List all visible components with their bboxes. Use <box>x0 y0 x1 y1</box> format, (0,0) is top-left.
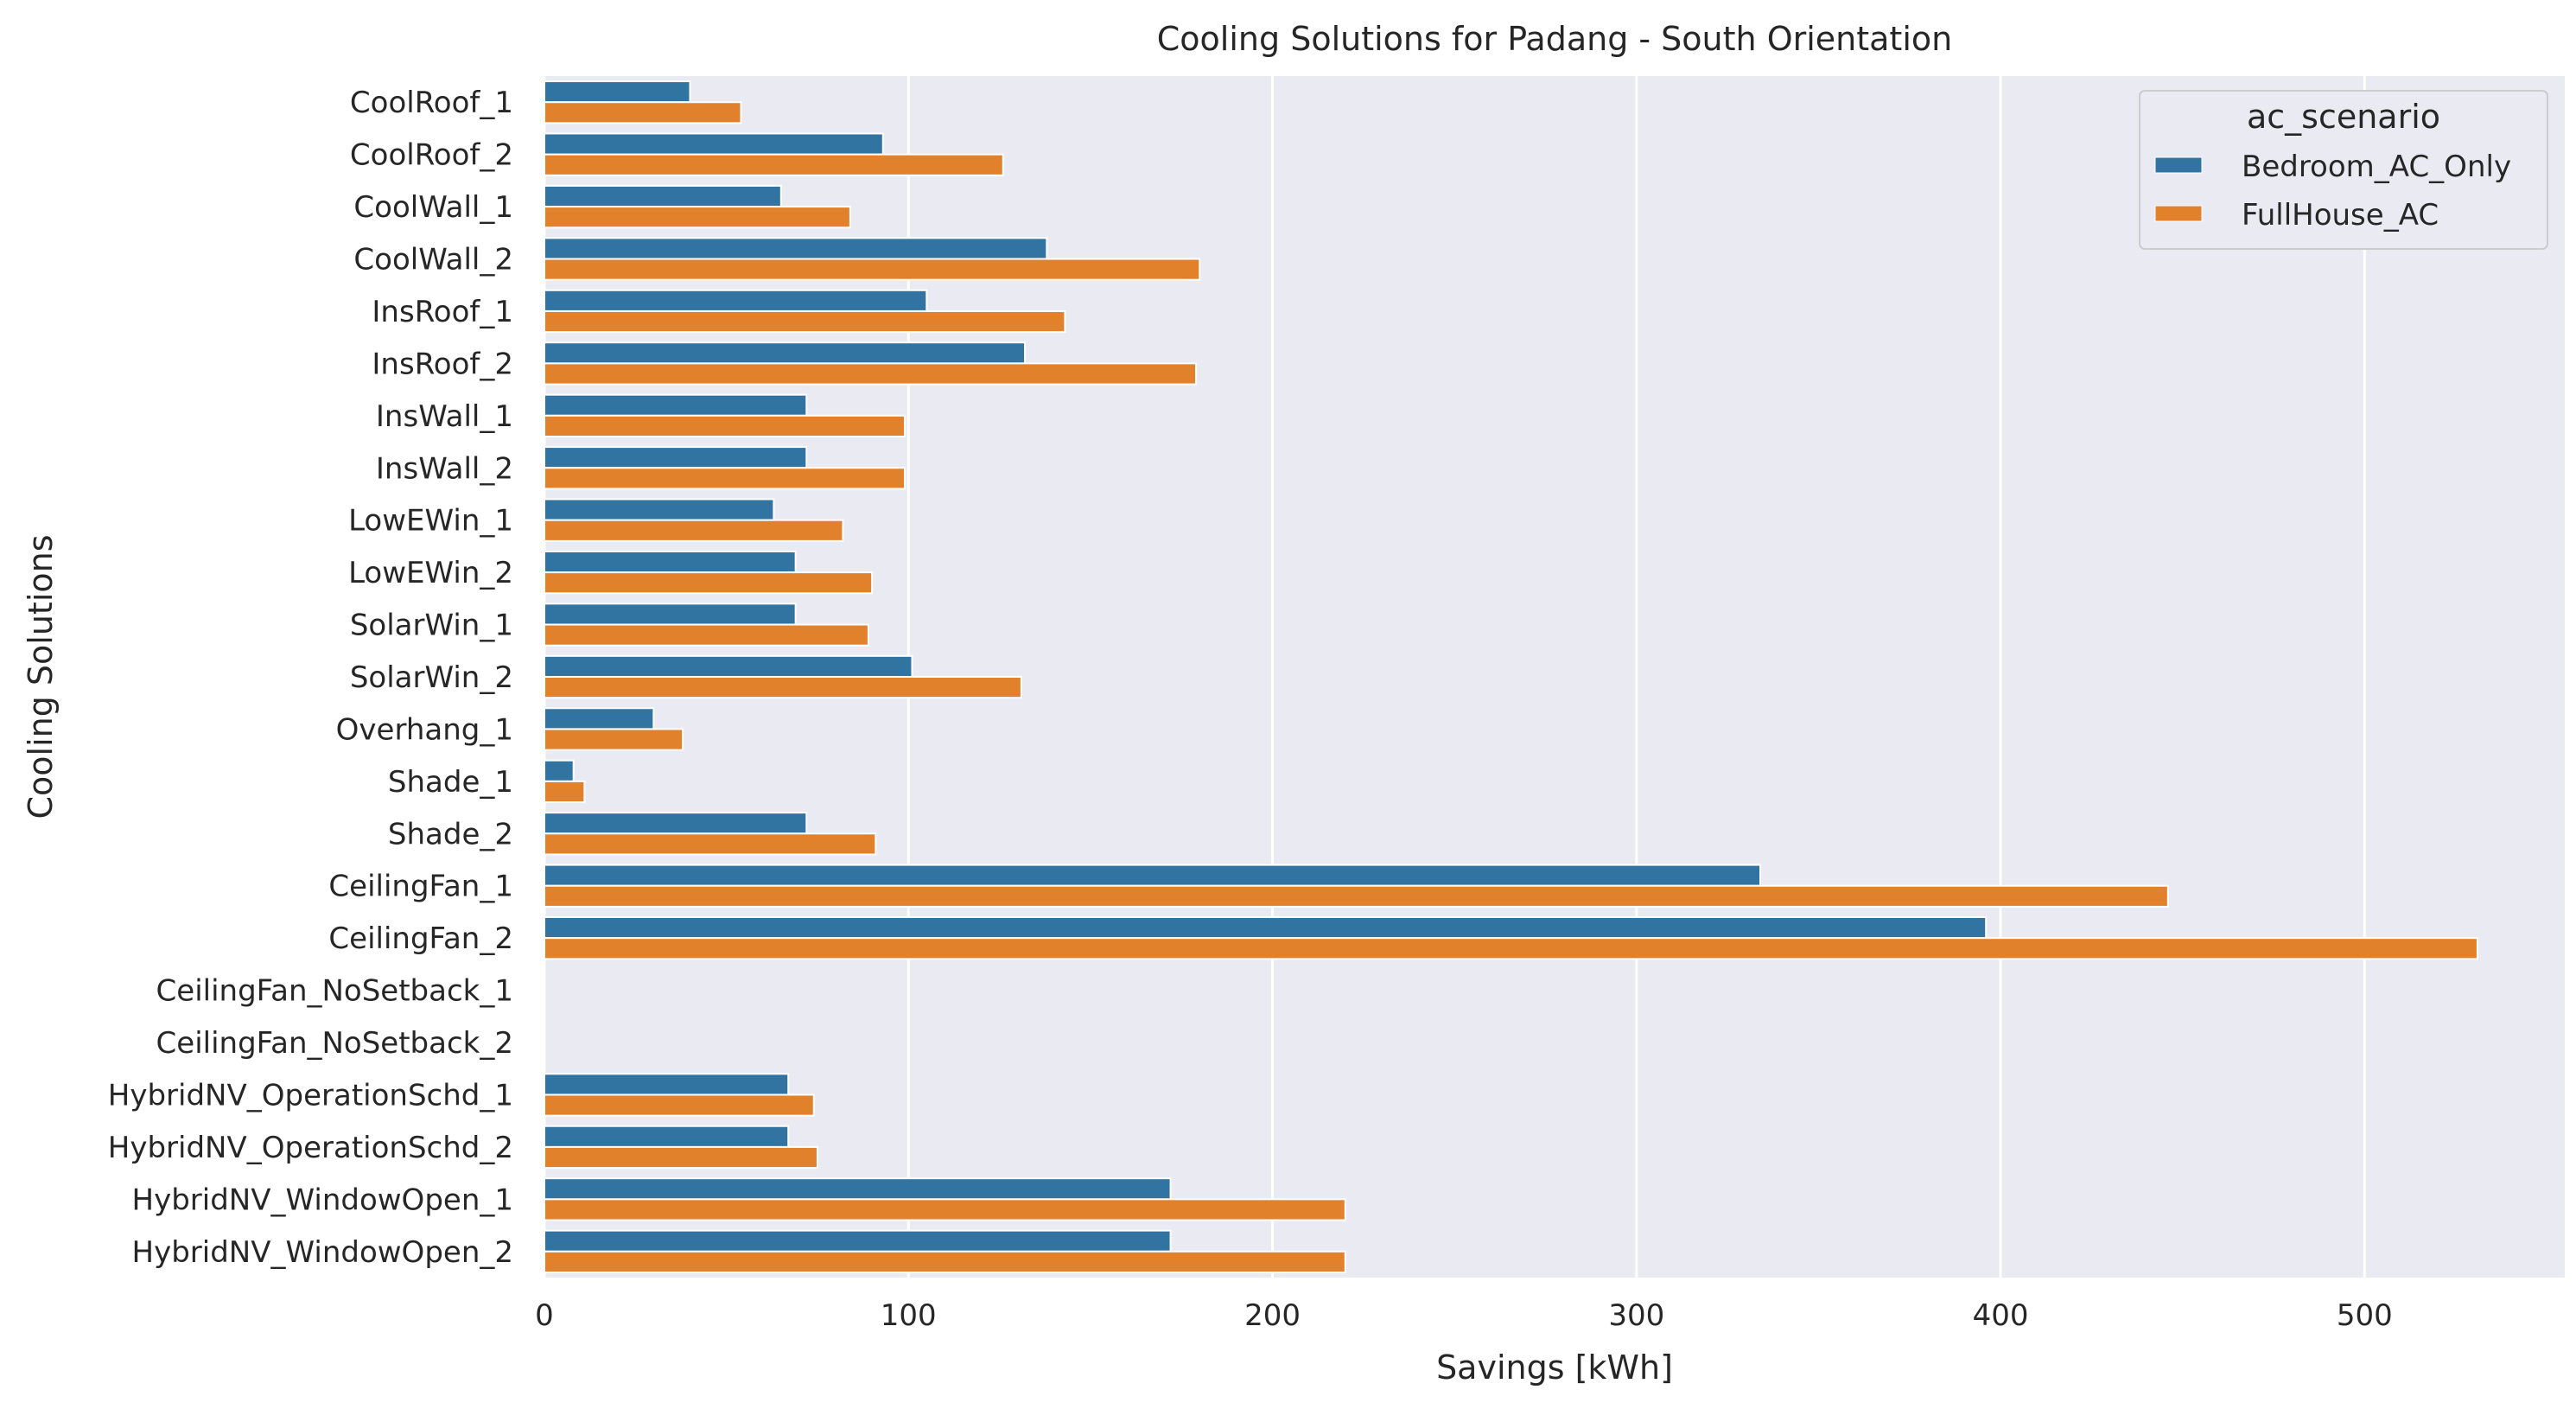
bar-fullhouse-ac <box>544 676 1022 699</box>
x-tick-label: 100 <box>881 1298 937 1333</box>
y-category-label: CoolWall_2 <box>353 243 513 277</box>
bar-bedroom-ac-only <box>544 812 808 835</box>
bars <box>544 80 2478 1273</box>
bar-bedroom-ac-only <box>544 707 655 730</box>
y-category-labels: CoolRoof_1 CoolRoof_2 CoolWall_1 CoolWall_2… <box>108 86 513 1270</box>
chart-title: Cooling Solutions for Padang - South Ori… <box>1157 20 1952 58</box>
bar-fullhouse-ac <box>544 362 1198 386</box>
bar-fullhouse-ac <box>544 571 874 595</box>
bar-bedroom-ac-only <box>544 654 913 679</box>
bar-fullhouse-ac <box>544 1198 1346 1221</box>
legend-label-bedroom-ac-only: Bedroom_AC_Only <box>2242 150 2511 184</box>
y-category-label: CoolRoof_1 <box>350 86 513 120</box>
y-category-label: HybridNV_WindowOpen_1 <box>132 1183 513 1217</box>
y-category-label: Shade_2 <box>388 817 513 851</box>
bar-bedroom-ac-only <box>544 864 1762 887</box>
bar-fullhouse-ac <box>544 884 2169 908</box>
bar-bedroom-ac-only <box>544 498 775 521</box>
bar-bedroom-ac-only <box>544 1125 790 1148</box>
y-category-label: CeilingFan_NoSetback_2 <box>156 1026 513 1061</box>
y-category-label: InsWall_1 <box>376 399 513 434</box>
bar-fullhouse-ac <box>544 832 877 856</box>
bar-fullhouse-ac <box>544 519 844 542</box>
bar-fullhouse-ac <box>544 780 586 804</box>
y-category-label: HybridNV_OperationSchd_2 <box>108 1131 513 1165</box>
bar-bedroom-ac-only <box>544 1177 1172 1201</box>
bar-bedroom-ac-only <box>544 550 797 574</box>
x-tick-label: 500 <box>2337 1298 2393 1333</box>
y-category-label: SolarWin_1 <box>350 609 513 643</box>
y-category-label: LowEWin_2 <box>348 556 513 590</box>
bar-bedroom-ac-only <box>544 1073 790 1096</box>
y-category-label: SolarWin_2 <box>350 660 513 695</box>
y-category-label: InsRoof_2 <box>372 347 513 381</box>
x-axis-label: Savings [kWh] <box>1436 1348 1673 1387</box>
bar-fullhouse-ac <box>544 728 684 751</box>
bar-fullhouse-ac <box>544 153 1004 176</box>
bar-bedroom-ac-only <box>544 393 808 417</box>
y-category-label: LowEWin_1 <box>348 504 513 539</box>
bar-bedroom-ac-only <box>544 446 808 469</box>
legend-swatch-bedroom-ac-only <box>2154 156 2203 174</box>
x-tick-label: 400 <box>1973 1298 2029 1333</box>
x-tick-labels: 0 100 200 300 400 500 <box>535 1298 2393 1333</box>
bar-bedroom-ac-only <box>544 602 797 626</box>
y-category-label: HybridNV_OperationSchd_1 <box>108 1078 513 1113</box>
y-category-label: CoolRoof_2 <box>350 138 513 173</box>
y-category-label: InsRoof_1 <box>372 295 513 329</box>
bar-bedroom-ac-only <box>544 132 884 156</box>
bar-fullhouse-ac <box>544 258 1201 281</box>
x-tick-label: 200 <box>1244 1298 1301 1333</box>
y-category-label: HybridNV_WindowOpen_2 <box>132 1235 513 1270</box>
bar-bedroom-ac-only <box>544 759 575 782</box>
bar-fullhouse-ac <box>544 1250 1346 1273</box>
bar-fullhouse-ac <box>544 206 851 229</box>
bar-fullhouse-ac <box>544 1093 815 1117</box>
bar-fullhouse-ac <box>544 414 906 437</box>
legend-box <box>2139 90 2548 250</box>
bar-fullhouse-ac <box>544 467 906 490</box>
bar-fullhouse-ac <box>544 309 1066 334</box>
legend-title: ac_scenario <box>2247 98 2440 136</box>
y-category-label: CeilingFan_2 <box>328 921 513 956</box>
bar-fullhouse-ac <box>544 1145 818 1170</box>
bar-bedroom-ac-only <box>544 916 1988 940</box>
bar-bedroom-ac-only <box>544 289 928 312</box>
bar-bedroom-ac-only <box>544 1229 1172 1253</box>
bar-bedroom-ac-only <box>544 237 1048 260</box>
y-category-label: InsWall_2 <box>376 451 513 486</box>
bar-bedroom-ac-only <box>544 184 782 208</box>
legend-swatch-fullhouse-ac <box>2154 205 2203 222</box>
y-category-label: CoolWall_1 <box>353 190 513 225</box>
y-axis-label: Cooling Solutions <box>22 534 60 819</box>
bar-fullhouse-ac <box>544 101 742 124</box>
bar-fullhouse-ac <box>544 623 869 647</box>
x-tick-label: 0 <box>535 1298 554 1333</box>
legend-label-fullhouse-ac: FullHouse_AC <box>2242 198 2439 233</box>
x-tick-label: 300 <box>1608 1298 1664 1333</box>
y-category-label: CeilingFan_1 <box>328 870 513 904</box>
y-category-label: Shade_1 <box>388 765 513 800</box>
y-category-label: CeilingFan_NoSetback_1 <box>156 974 513 1009</box>
legend: ac_scenario Bedroom_AC_Only FullHouse_AC <box>2139 90 2548 250</box>
bar-fullhouse-ac <box>544 937 2478 960</box>
bar-bedroom-ac-only <box>544 80 691 104</box>
bar-bedroom-ac-only <box>544 341 1027 365</box>
y-category-label: Overhang_1 <box>336 712 513 747</box>
